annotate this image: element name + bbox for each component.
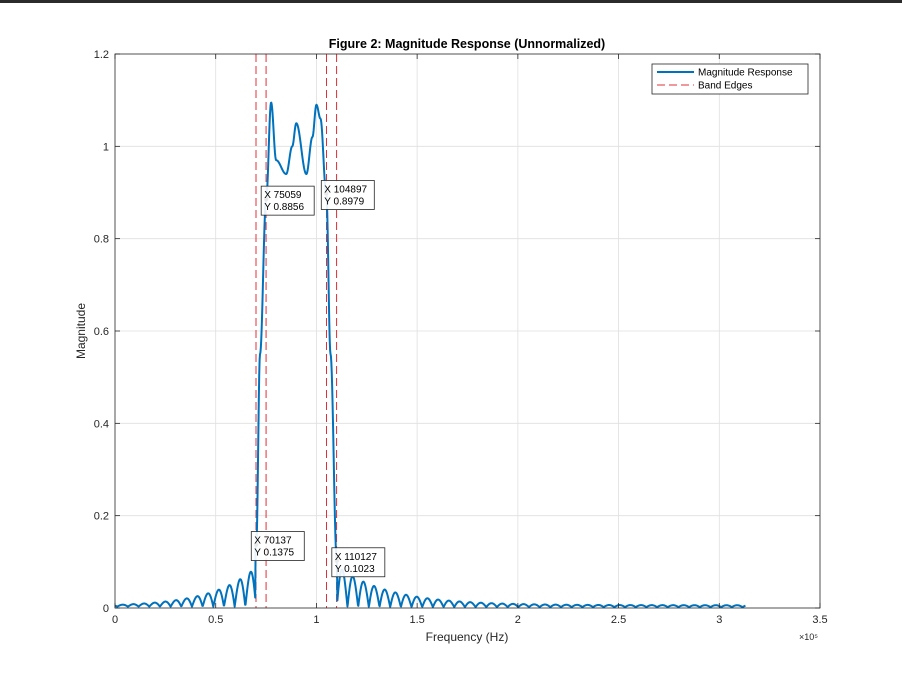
legend-label-magnitude: Magnitude Response (698, 68, 793, 79)
data-series (115, 54, 747, 608)
y-tick-label: 1 (103, 141, 109, 153)
x-tick-label: 3 (716, 614, 722, 626)
datatip-box (320, 180, 375, 210)
x-tick-label: 2.5 (611, 614, 626, 626)
axis-ticks: 0 0.5 1 1.5 2 2.5 3 3.5 0 0.2 0.4 0.6 0.8 1 1.2 (94, 49, 828, 626)
x-axis-label: Frequency (Hz) (426, 630, 509, 644)
y-tick-label: 1.2 (94, 49, 109, 61)
x-tick-label: 3.5 (812, 614, 827, 626)
y-tick-label: 0.8 (94, 234, 109, 246)
y-tick-label: 0.2 (94, 511, 109, 523)
window-top-edge (0, 0, 902, 3)
datatip-box (250, 531, 305, 561)
datatip-box (260, 185, 315, 216)
x-tick-label: 0 (112, 614, 118, 626)
legend-label-band-edges: Band Edges (698, 81, 753, 92)
y-tick-label: 0.4 (94, 418, 109, 430)
y-tick-label: 0 (103, 603, 109, 615)
datatip-x-label: X 75059 (264, 190, 302, 201)
datatip-x-label: X 104897 (324, 184, 367, 195)
datatip-y-label: Y 0.1375 (254, 548, 294, 559)
datatip-x-label: X 110127 (335, 552, 378, 563)
datatip-y-label: Y 0.8979 (324, 196, 364, 207)
chart-title: Figure 2: Magnitude Response (Unnormaliz… (329, 37, 605, 51)
x-tick-label: 1 (313, 614, 319, 626)
x-tick-label: 1.5 (409, 614, 424, 626)
grid-lines (115, 54, 820, 608)
x-tick-label: 0.5 (208, 614, 223, 626)
x-exponent-label: ×10⁵ (799, 632, 818, 642)
y-axis-label: Magnitude (74, 303, 88, 359)
magnitude-response-line (115, 101, 747, 608)
y-tick-label: 0.6 (94, 326, 109, 338)
legend-box (651, 63, 809, 95)
datatip-y-label: Y 0.8856 (264, 202, 304, 213)
legend: Magnitude Response Band Edges (651, 63, 809, 95)
datatip-box (331, 547, 386, 578)
x-tick-label: 2 (515, 614, 521, 626)
datatip-y-label: Y 0.1023 (335, 564, 375, 575)
datatip-x-label: X 70137 (254, 536, 292, 547)
